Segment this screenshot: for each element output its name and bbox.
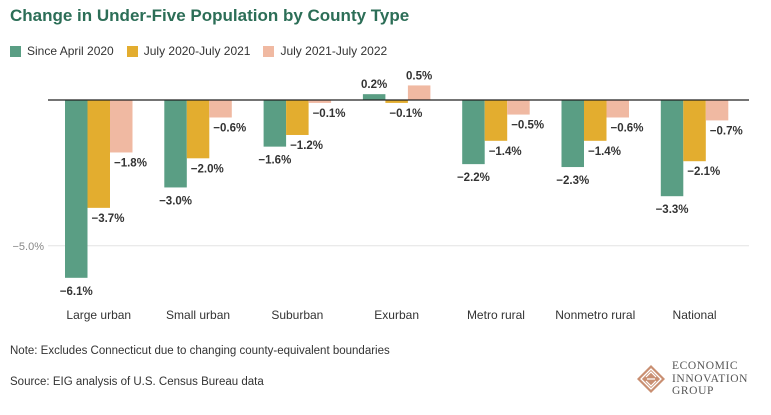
category-label: Large urban (66, 308, 131, 322)
bar (286, 100, 309, 135)
data-label: −2.2% (457, 172, 490, 184)
chart-source: Source: EIG analysis of U.S. Census Bure… (10, 376, 264, 388)
chart-title: Change in Under-Five Population by Count… (10, 6, 410, 25)
bar (660, 100, 684, 197)
bar (263, 100, 287, 147)
bar (584, 100, 607, 141)
legend-item-since-april-2020: Since April 2020 (10, 44, 114, 58)
data-label: −1.6% (258, 155, 291, 167)
bar (186, 100, 210, 159)
logo-line: INNOVATION (672, 372, 749, 385)
legend-item-july-2021-july-2022: July 2021-July 2022 (263, 44, 387, 58)
data-label: −6.1% (60, 286, 93, 298)
legend-swatch (263, 45, 275, 57)
bars (65, 85, 729, 278)
bar (308, 100, 332, 103)
data-label: −2.1% (687, 166, 720, 178)
data-label: 0.2% (361, 79, 387, 91)
bar (164, 100, 187, 188)
bar (65, 100, 88, 278)
bar (209, 100, 232, 118)
category-label: National (673, 308, 717, 322)
bar (385, 100, 408, 103)
bar (606, 100, 629, 118)
data-label: −2.0% (191, 163, 224, 175)
bar (507, 100, 530, 115)
legend: Since April 2020 July 2020-July 2021 Jul… (10, 43, 400, 59)
data-label: −0.5% (511, 120, 544, 132)
data-label: −3.3% (656, 204, 689, 216)
legend-swatch (10, 45, 21, 57)
data-label: −1.4% (489, 146, 522, 158)
logo-line: GROUP (672, 385, 714, 397)
bar (683, 100, 706, 162)
y-tick-label: −5.0% (13, 241, 45, 253)
legend-label: Since April 2020 (27, 44, 114, 58)
legend-swatch (126, 45, 138, 57)
data-label: −3.7% (92, 213, 125, 225)
bar (484, 100, 508, 141)
category-label: Suburban (271, 308, 323, 322)
data-label: −0.6% (611, 122, 644, 134)
legend-label: July 2021-July 2022 (280, 44, 388, 58)
bar (407, 85, 431, 100)
bar (462, 100, 485, 165)
data-label: −2.3% (556, 175, 589, 187)
data-label: −0.1% (389, 108, 422, 120)
gridlines: −5.0% (13, 241, 749, 253)
legend-item-july-2020-july-2021: July 2020-July 2021 (126, 44, 251, 58)
bar (362, 94, 386, 100)
logo-line: ECONOMIC (672, 360, 739, 372)
data-labels: −6.1% −3.7% −1.8% Large urban −3.0% −2.0% −0.6… (60, 70, 743, 322)
bar (87, 100, 110, 208)
data-label: −3.0% (159, 195, 192, 207)
data-label: −0.7% (710, 125, 743, 137)
data-label: −1.4% (588, 146, 621, 158)
data-label: −0.1% (313, 108, 346, 120)
chart-note: Note: Excludes Connecticut due to changi… (10, 345, 390, 357)
category-label: Exurban (374, 308, 419, 322)
category-label: Nonmetro rural (555, 308, 635, 322)
bar (110, 100, 133, 153)
bar (561, 100, 584, 168)
category-label: Small urban (166, 308, 230, 322)
eig-diamond-logo-icon (637, 364, 665, 393)
data-label: −1.2% (290, 140, 323, 152)
bar (705, 100, 729, 121)
data-label: −1.8% (114, 157, 147, 169)
data-label: 0.5% (406, 70, 432, 82)
data-label: −0.6% (213, 122, 246, 134)
category-label: Metro rural (467, 308, 525, 322)
legend-label: July 2020-July 2021 (143, 44, 251, 58)
eig-logo: ECONOMIC INNOVATION GROUP (636, 360, 748, 398)
logo-wordmark: ECONOMIC INNOVATION GROUP (672, 360, 748, 398)
